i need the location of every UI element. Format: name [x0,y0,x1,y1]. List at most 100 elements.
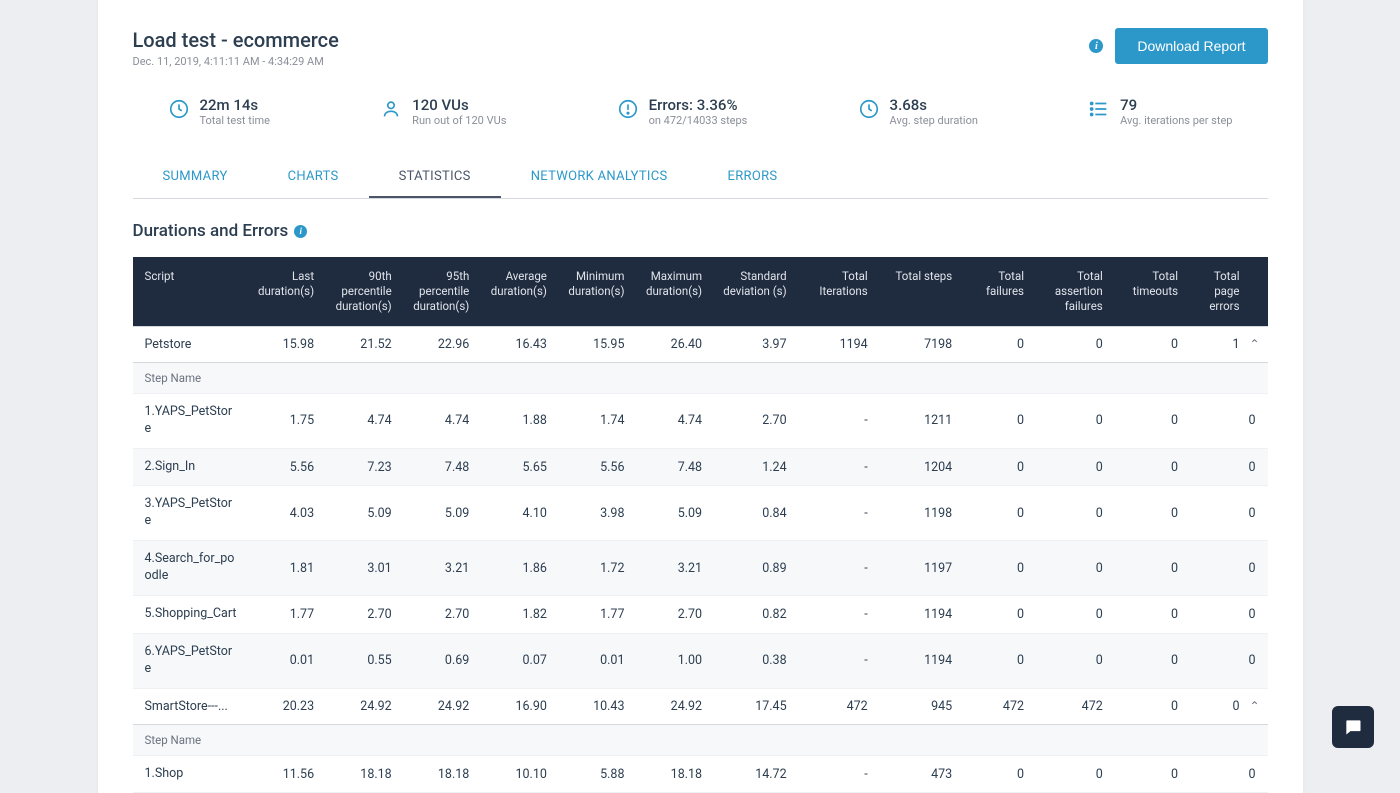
step-row[interactable]: 3.YAPS_PetStore4.035.095.094.103.985.090… [133,486,1268,541]
table-cell: 3.98 [553,486,631,541]
table-cell: 0 [958,393,1030,448]
table-cell: - [793,633,874,688]
col-avg[interactable]: Average duration(s) [475,257,553,326]
col-min[interactable]: Minimum duration(s) [553,257,631,326]
chat-icon [1343,717,1363,737]
table-cell: 1194 [793,326,874,362]
table-cell: 5.56 [243,448,321,486]
chevron-up-icon[interactable]: ⌃ [1249,699,1259,713]
tab-statistics[interactable]: STATISTICS [369,157,501,198]
step-name-cell: 5.Shopping_Cart [133,595,243,633]
table-cell: 5.09 [320,486,398,541]
col-p95[interactable]: 95th percentile duration(s) [398,257,476,326]
table-cell: 1197 [874,541,959,596]
table-cell: 1194 [874,595,959,633]
table-cell: 0 [1030,326,1109,362]
step-name-header: Step Name [133,724,1268,755]
table-cell: 0 [1030,393,1109,448]
table-cell: 1.81 [243,541,321,596]
table-cell: 0 [1184,595,1267,633]
col-last-duration[interactable]: Last duration(s) [243,257,321,326]
metric-value: 3.68s [890,96,978,114]
table-cell: 1.75 [243,393,321,448]
step-row[interactable]: 1.YAPS_PetStore1.754.744.741.881.744.742… [133,393,1268,448]
table-cell: 0 [1184,755,1267,793]
table-cell: 0 [1109,393,1184,448]
step-row[interactable]: 5.Shopping_Cart1.772.702.701.821.772.700… [133,595,1268,633]
step-row[interactable]: 2.Sign_In5.567.237.485.655.567.481.24-12… [133,448,1268,486]
table-cell: 10.43 [553,688,631,724]
table-cell: - [793,755,874,793]
table-cell: 7.23 [320,448,398,486]
col-assertion-failures[interactable]: Total assertion failures [1030,257,1109,326]
table-cell: 2.70 [320,595,398,633]
script-row[interactable]: Petstore15.9821.5222.9616.4315.9526.403.… [133,326,1268,362]
table-cell: 4.10 [475,486,553,541]
table-cell: 16.43 [475,326,553,362]
table-body: Petstore15.9821.5222.9616.4315.9526.403.… [133,326,1268,793]
step-row[interactable]: 1.Shop11.5618.1818.1810.105.8818.1814.72… [133,755,1268,793]
table-cell: 0 [1109,755,1184,793]
metric-virtual-users: 120 VUs Run out of 120 VUs [380,96,506,127]
metric-label: Run out of 120 VUs [412,114,506,127]
table-cell: 1.74 [553,393,631,448]
metric-value: 120 VUs [412,96,506,114]
tab-charts[interactable]: CHARTS [258,157,369,198]
table-cell: 7198 [874,326,959,362]
script-row[interactable]: SmartStore---...20.2324.9224.9216.9010.4… [133,688,1268,724]
tab-bar: SUMMARY CHARTS STATISTICS NETWORK ANALYT… [133,157,1268,199]
table-cell: 5.56 [553,448,631,486]
step-name-cell: 6.YAPS_PetStore [133,633,243,688]
section-title-row: Durations and Errors i [133,221,1268,241]
step-row[interactable]: 6.YAPS_PetStore0.010.550.690.070.011.000… [133,633,1268,688]
chat-button[interactable] [1332,706,1374,748]
table-cell: 5.88 [553,755,631,793]
download-report-button[interactable]: Download Report [1115,28,1267,64]
table-cell: - [793,448,874,486]
step-name-cell: 3.YAPS_PetStore [133,486,243,541]
table-cell: 0.82 [708,595,793,633]
table-cell: 7.48 [630,448,708,486]
step-row[interactable]: 4.Search_for_poodle1.813.013.211.861.723… [133,541,1268,596]
metric-label: Total test time [200,114,270,127]
metric-value: 22m 14s [200,96,270,114]
tab-summary[interactable]: SUMMARY [133,157,258,198]
col-steps[interactable]: Total steps [874,257,959,326]
table-cell: 1.77 [553,595,631,633]
table-cell: 1.86 [475,541,553,596]
table-cell: 3.21 [630,541,708,596]
col-timeouts[interactable]: Total timeouts [1109,257,1184,326]
table-cell: 4.03 [243,486,321,541]
chevron-up-icon[interactable]: ⌃ [1249,337,1259,351]
metric-errors: Errors: 3.36% on 472/14033 steps [617,96,748,127]
durations-table: Script Last duration(s) 90th percentile … [133,257,1268,793]
table-cell: 0 [1184,633,1267,688]
col-page-errors[interactable]: Total page errors [1184,257,1267,326]
tab-network-analytics[interactable]: NETWORK ANALYTICS [501,157,698,198]
table-cell: 0 [1109,633,1184,688]
step-name-header: Step Name [133,362,1268,393]
col-max[interactable]: Maximum duration(s) [630,257,708,326]
table-cell: 1.72 [553,541,631,596]
tab-errors[interactable]: ERRORS [698,157,808,198]
table-cell: 1198 [874,486,959,541]
table-cell: 0 [1109,486,1184,541]
metric-value: 79 [1120,96,1232,114]
metric-label: Avg. iterations per step [1120,114,1232,127]
table-cell: 11.56 [243,755,321,793]
clock-icon [858,98,880,120]
page-subtitle: Dec. 11, 2019, 4:11:11 AM - 4:34:29 AM [133,55,339,68]
table-cell: 18.18 [630,755,708,793]
col-script[interactable]: Script [133,257,243,326]
col-failures[interactable]: Total failures [958,257,1030,326]
table-cell: 0 [1184,448,1267,486]
header-row: Load test - ecommerce Dec. 11, 2019, 4:1… [133,28,1268,68]
col-stdev[interactable]: Standard deviation (s) [708,257,793,326]
col-p90[interactable]: 90th percentile duration(s) [320,257,398,326]
info-icon[interactable]: i [294,225,307,238]
info-icon[interactable]: i [1089,39,1103,53]
col-iterations[interactable]: Total Iterations [793,257,874,326]
table-cell: 0 [1030,486,1109,541]
table-cell: 15.95 [553,326,631,362]
metric-test-time: 22m 14s Total test time [168,96,270,127]
